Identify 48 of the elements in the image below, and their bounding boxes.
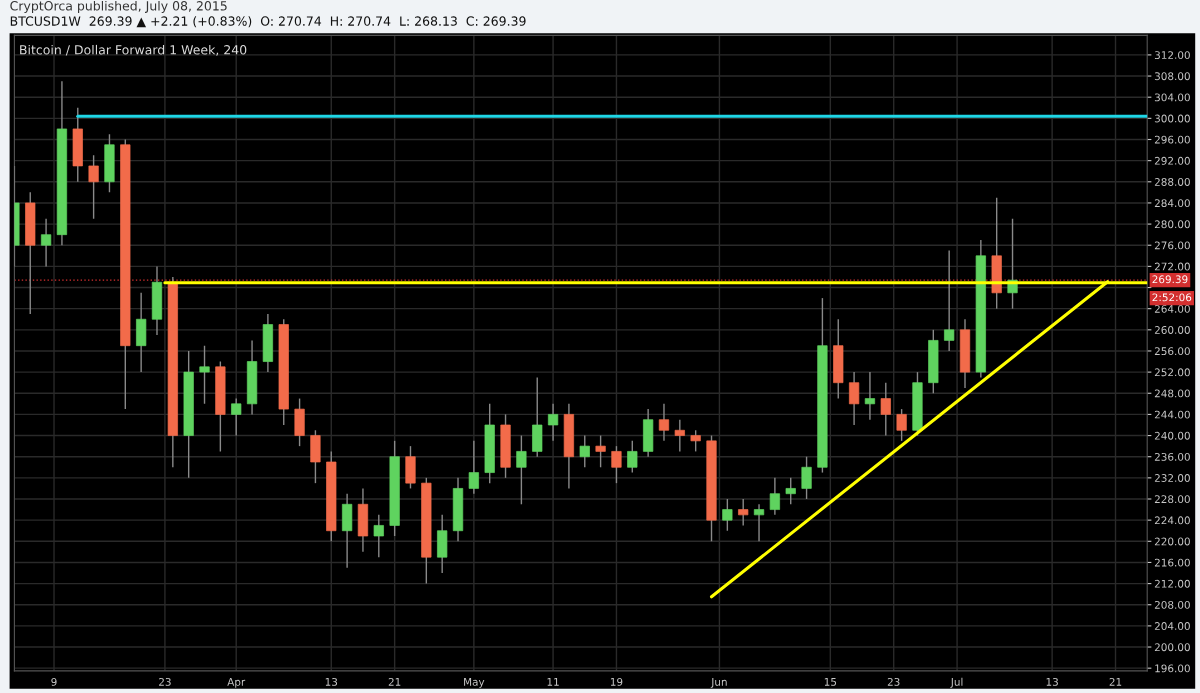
y-tick-label: 276.00 <box>1154 241 1190 250</box>
x-tick-label: 13 <box>325 677 338 686</box>
y-tick-label: 264.00 <box>1154 304 1190 313</box>
x-tick-label: 15 <box>824 678 837 686</box>
text: Bitcoin / Dollar Forward 1 Week, 240 <box>20 44 247 56</box>
x-tick-label: Jul <box>950 677 963 688</box>
y-tick-label: 280.00 <box>1154 220 1190 229</box>
y-tick-label: 244.00 <box>1154 410 1190 419</box>
x-tick-label: 23 <box>159 677 171 686</box>
x-tick-label: 9 <box>51 677 57 686</box>
text: CryptOrca published, July 08, 2015 <box>10 0 227 13</box>
y-tick-label: 216.00 <box>1154 558 1190 567</box>
x-tick-label: Apr <box>227 678 246 688</box>
y-tick-label: 224.00 <box>1154 516 1190 525</box>
y-tick-label: 196.00 <box>1155 664 1190 673</box>
y-tick-label: 200.00 <box>1154 643 1190 652</box>
x-tick-label: 11 <box>547 678 559 686</box>
y-tick-label: 304.00 <box>1154 93 1190 102</box>
y-tick-label: 292.00 <box>1154 156 1190 165</box>
y-tick-label: 232.00 <box>1154 474 1190 482</box>
y-tick-label: 228.00 <box>1154 495 1190 504</box>
y-tick-label: 204.00 <box>1154 622 1190 630</box>
y-tick-label: 300.00 <box>1154 114 1190 123</box>
y-tick-label: 312.00 <box>1154 51 1190 60</box>
chart-subtitle: BTCUSD1W 269.39 ▲ +2.21 (+0.83%) O: 270.74 H: 270.74 L: 268.13 C: 269.39 <box>10 16 526 28</box>
y-tick-label: 220.00 <box>1154 537 1190 546</box>
y-tick-label: 208.00 <box>1154 600 1190 609</box>
y-tick-label: 296.00 <box>1154 135 1190 144</box>
y-tick-label: 240.00 <box>1154 431 1190 440</box>
x-tick-label: 13 <box>1046 677 1058 686</box>
y-tick-label: 236.00 <box>1154 452 1190 461</box>
x-tick-label: 23 <box>887 677 900 686</box>
x-tick-label: Jun <box>710 678 727 688</box>
text: 2:52:06 <box>1152 293 1192 302</box>
y-tick-label: 288.00 <box>1154 178 1190 186</box>
y-tick-label: 308.00 <box>1154 72 1190 81</box>
x-tick-label: May <box>464 678 485 688</box>
y-tick-label: 212.00 <box>1154 579 1190 588</box>
y-tick-label: 284.00 <box>1154 199 1190 208</box>
ref-line-label: 269.39 <box>1152 275 1188 284</box>
y-tick-label: 256.00 <box>1154 347 1190 356</box>
x-tick-label: 21 <box>1109 677 1122 686</box>
y-tick-label: 252.00 <box>1154 368 1190 377</box>
y-tick-label: 272.00 <box>1154 262 1190 271</box>
x-tick-label: 21 <box>388 677 401 686</box>
y-tick-label: 248.00 <box>1154 389 1190 398</box>
x-tick-label: 19 <box>610 677 623 686</box>
y-tick-label: 260.00 <box>1154 326 1190 334</box>
